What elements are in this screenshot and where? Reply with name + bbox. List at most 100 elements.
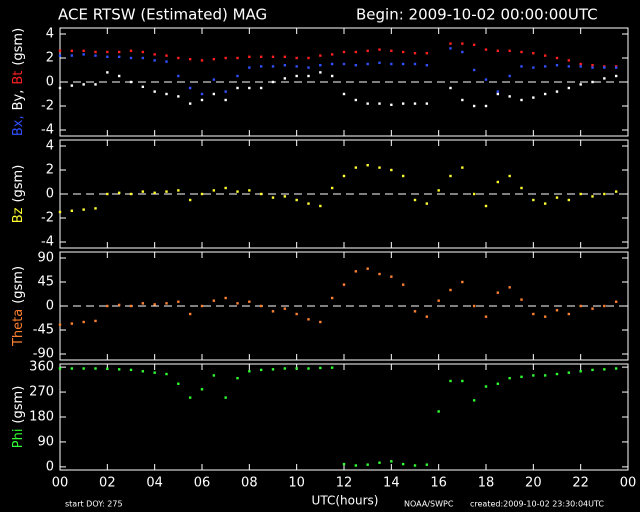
y-axis-label-part: (gsm) xyxy=(11,165,26,203)
data-point xyxy=(366,102,369,105)
data-point xyxy=(177,189,180,192)
data-point xyxy=(330,366,334,369)
data-point xyxy=(449,379,452,383)
data-point xyxy=(354,64,358,67)
data-point xyxy=(591,195,594,198)
data-point xyxy=(165,92,168,96)
data-point xyxy=(401,283,405,286)
data-point xyxy=(484,315,488,318)
data-point xyxy=(94,50,97,54)
x-tick-label: 14 xyxy=(383,476,400,491)
data-point xyxy=(555,196,559,199)
data-point xyxy=(141,302,145,305)
data-point xyxy=(165,54,168,57)
data-point xyxy=(532,312,535,316)
chart-title: ACE RTSW (Estimated) MAG xyxy=(58,6,267,24)
data-point xyxy=(520,375,523,379)
footer-source: NOAA/SWPC xyxy=(404,500,454,509)
data-point xyxy=(248,55,251,58)
data-point xyxy=(508,286,511,289)
data-point xyxy=(425,315,429,318)
data-point xyxy=(508,174,511,178)
data-point xyxy=(472,68,476,72)
data-point xyxy=(129,192,133,196)
data-point xyxy=(520,186,523,190)
data-point xyxy=(413,102,417,105)
data-point xyxy=(413,310,417,313)
data-point xyxy=(236,86,239,90)
data-point xyxy=(248,189,251,192)
data-point xyxy=(106,304,109,308)
data-point xyxy=(106,192,109,196)
data-point xyxy=(177,95,180,98)
data-point xyxy=(401,462,405,466)
y-axis-label-part: Theta xyxy=(11,309,26,347)
y-axis-label: Theta (gsm) xyxy=(11,266,26,347)
data-point xyxy=(330,186,334,190)
data-point xyxy=(567,65,571,68)
data-point xyxy=(58,210,62,214)
data-point xyxy=(117,55,121,58)
data-point xyxy=(520,50,523,54)
data-point xyxy=(591,64,594,67)
data-point xyxy=(496,90,500,93)
data-point xyxy=(153,371,156,374)
x-tick-label: 00 xyxy=(620,476,637,491)
data-point xyxy=(354,464,358,467)
data-point xyxy=(106,50,109,54)
y-tick-label: -2 xyxy=(41,99,54,114)
data-point xyxy=(58,367,62,370)
data-point xyxy=(472,399,476,402)
data-point xyxy=(70,49,74,52)
data-point xyxy=(520,65,523,68)
data-point xyxy=(165,302,168,305)
data-point xyxy=(390,275,393,278)
data-point xyxy=(141,56,145,60)
y-axis-label-part: (gsm) xyxy=(11,28,26,66)
data-point xyxy=(354,50,358,54)
y-tick-label: 0 xyxy=(46,459,54,474)
data-point xyxy=(153,191,156,194)
data-point xyxy=(366,164,369,167)
data-point xyxy=(295,367,298,370)
data-point xyxy=(165,372,168,376)
data-point xyxy=(437,299,440,302)
data-point xyxy=(82,53,85,56)
data-point xyxy=(70,367,74,370)
data-point xyxy=(472,304,476,308)
data-point xyxy=(567,198,571,202)
data-point xyxy=(401,62,405,66)
data-point xyxy=(236,56,239,60)
data-point xyxy=(461,166,464,169)
data-point xyxy=(532,198,535,202)
data-point xyxy=(295,74,298,78)
data-point xyxy=(271,65,275,68)
data-point xyxy=(188,58,192,61)
data-point xyxy=(319,204,322,208)
data-point xyxy=(555,90,559,93)
data-point xyxy=(413,62,417,66)
data-point xyxy=(188,312,192,316)
data-point xyxy=(283,307,287,310)
data-point xyxy=(378,102,381,105)
data-point xyxy=(378,61,381,64)
data-point xyxy=(248,66,251,69)
data-point xyxy=(496,291,500,294)
data-point xyxy=(295,312,298,316)
data-point xyxy=(188,198,192,202)
data-point xyxy=(449,42,452,45)
data-point xyxy=(591,368,594,372)
data-point xyxy=(283,367,287,370)
data-point xyxy=(579,65,582,68)
data-point xyxy=(425,52,429,55)
data-point xyxy=(508,49,511,52)
data-point xyxy=(82,367,85,370)
data-point xyxy=(165,60,168,63)
data-point xyxy=(165,190,168,193)
panel-frame xyxy=(59,363,629,471)
data-point xyxy=(378,48,381,51)
data-point xyxy=(319,64,322,67)
data-point xyxy=(614,65,618,68)
